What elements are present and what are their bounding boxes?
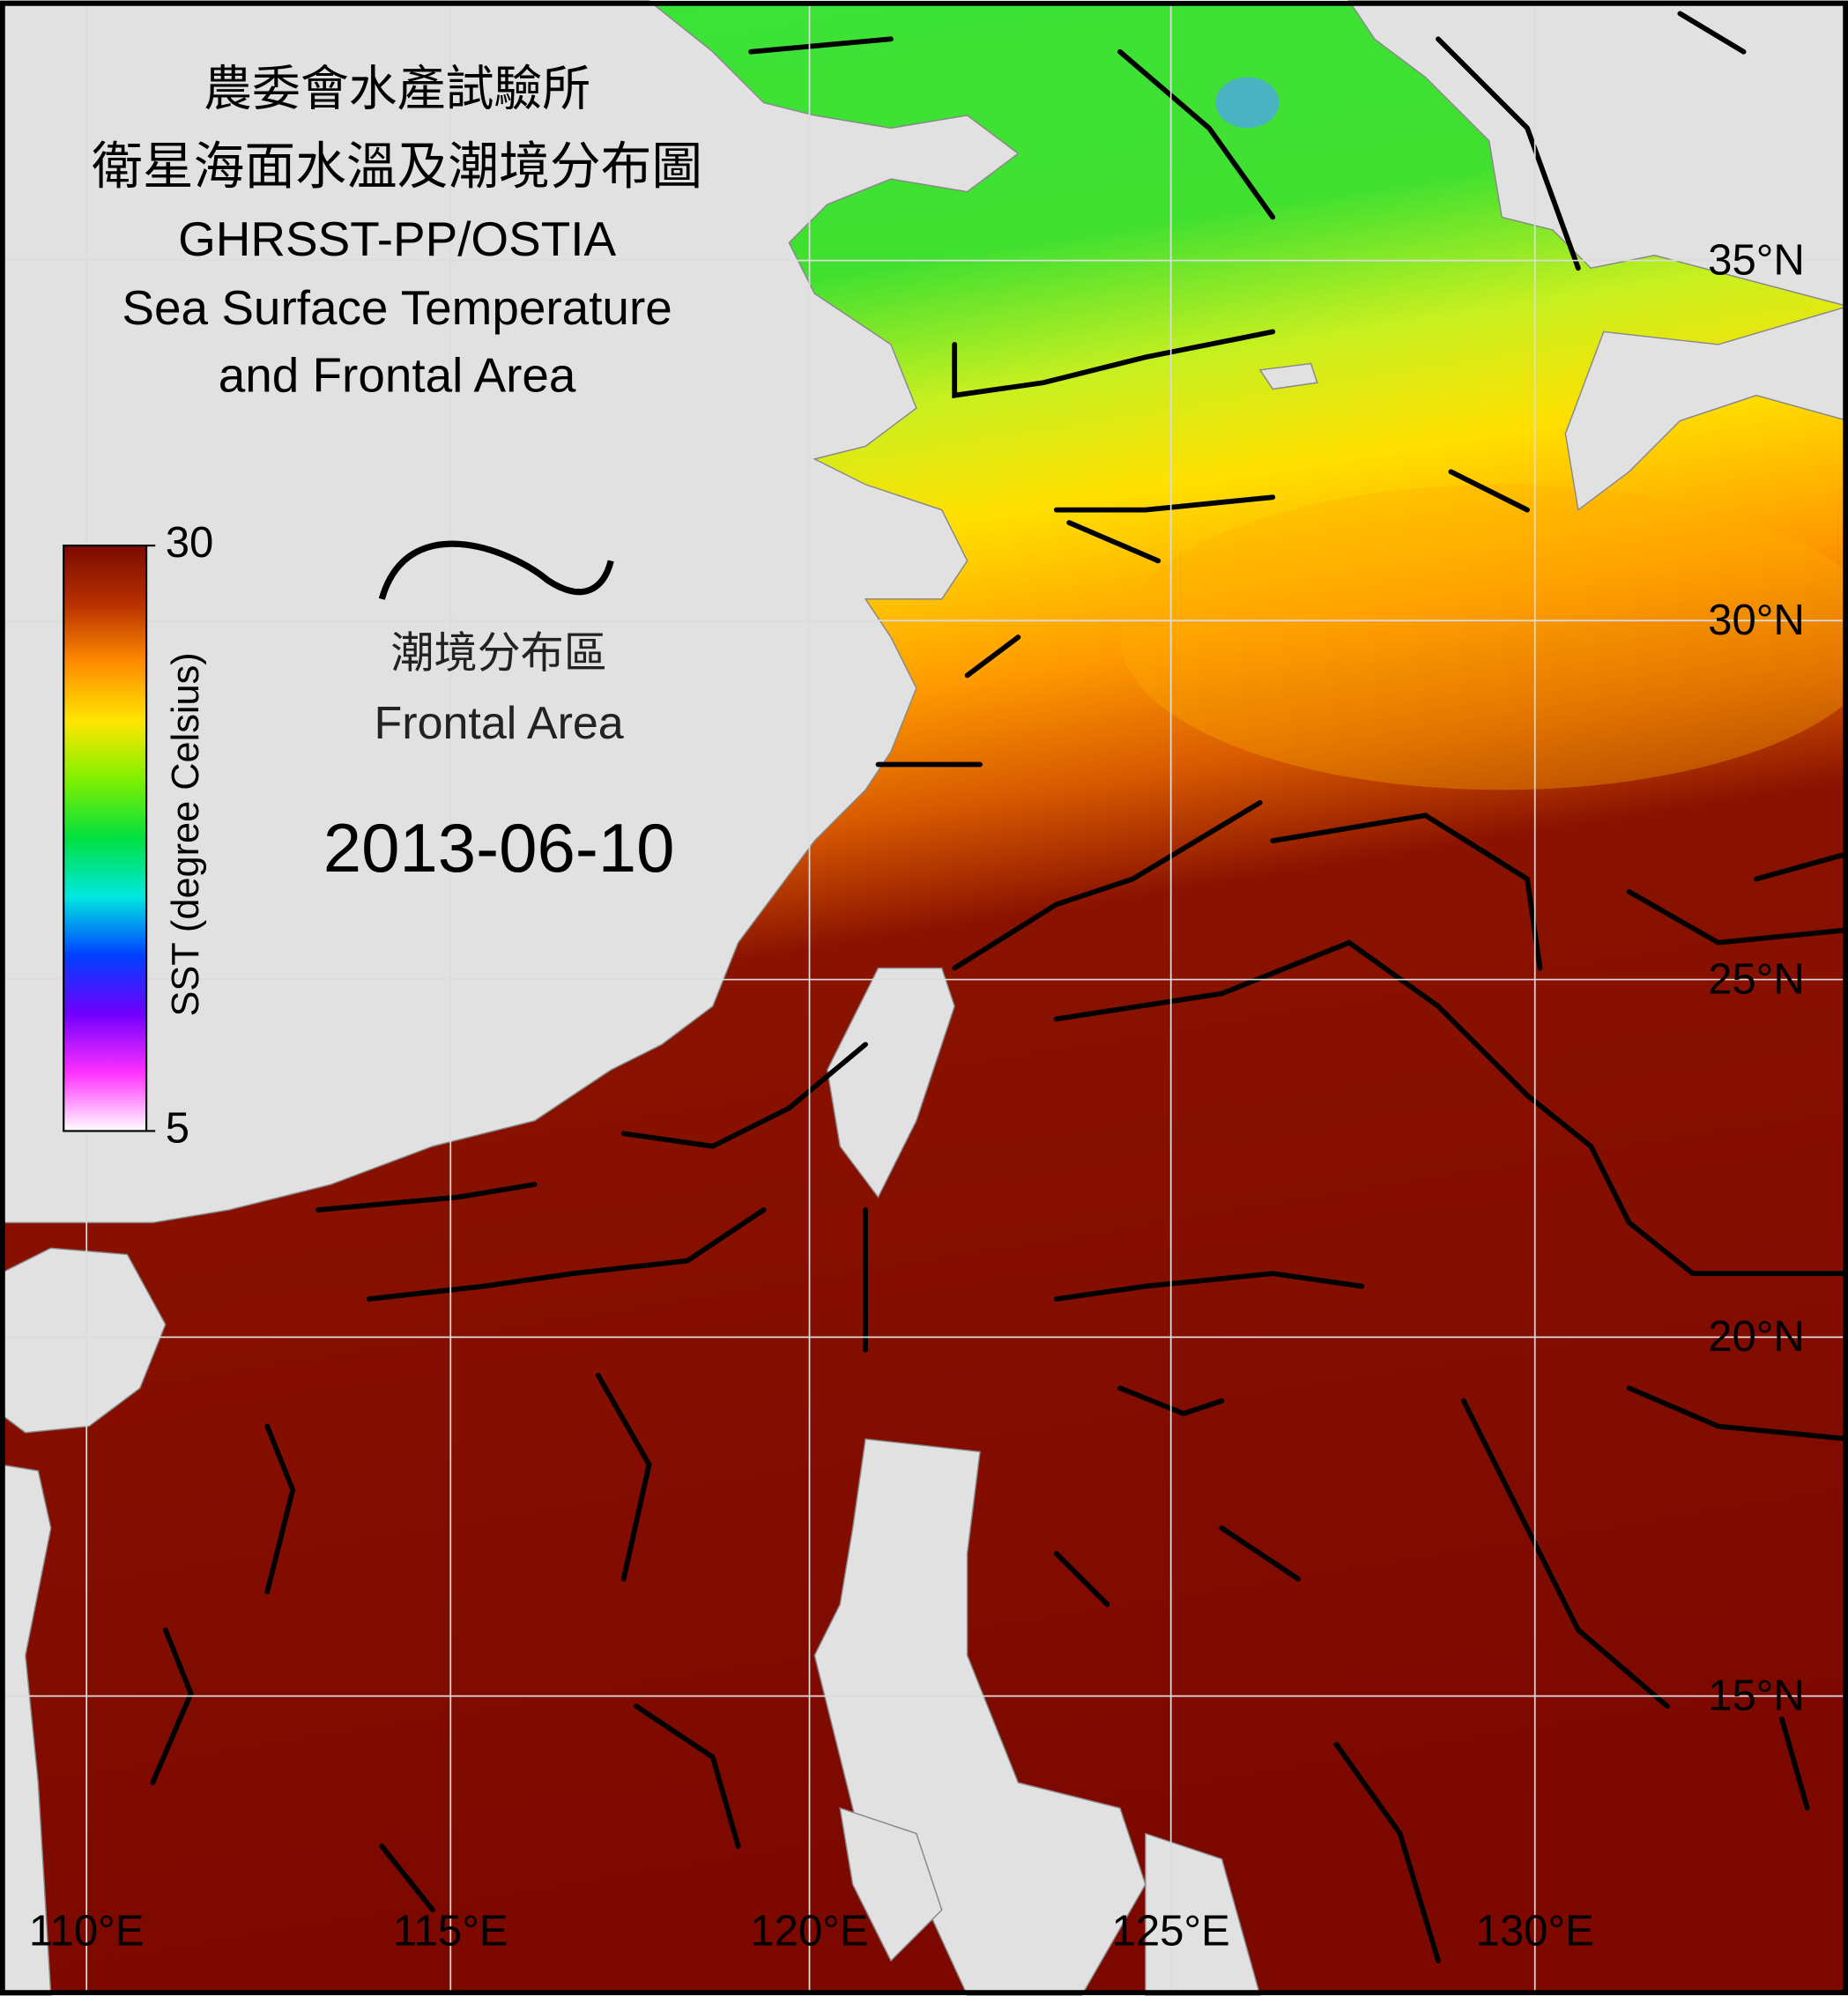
japan-land [1564, 305, 1848, 511]
longitude-label: 110°E [29, 1908, 145, 1955]
latitude-label: 20°N [1708, 1313, 1805, 1361]
warm-patch [1120, 484, 1848, 790]
frontal-lines [150, 11, 1848, 1963]
latitude-label: 15°N [1708, 1673, 1805, 1720]
latitude-label: 30°N [1708, 597, 1805, 644]
hainan-land [0, 1247, 167, 1434]
title-line: 衛星海面水溫及潮境分布圖 [92, 138, 702, 195]
legend-label-en: Frontal Area [375, 698, 624, 749]
frontal-legend-symbol [378, 540, 614, 600]
title-line: Sea Surface Temperature [122, 280, 672, 335]
date: 2013-06-10 [323, 809, 675, 887]
colorbar [63, 544, 148, 1132]
china-land [0, 0, 1020, 1224]
longitude-label: 115°E [393, 1908, 508, 1955]
latitude-label: 25°N [1708, 955, 1805, 1003]
title-line: and Frontal Area [219, 347, 576, 402]
latitude-label: 35°N [1708, 236, 1805, 284]
title-line: GHRSST-PP/OSTIA [178, 211, 616, 266]
colorbar-tick-label: 30 [166, 519, 214, 567]
longitude-label: 125°E [1112, 1908, 1230, 1955]
colorbar-tick-label: 5 [166, 1104, 189, 1152]
legend-label-zh: 潮境分布區 [390, 630, 606, 678]
taiwan-land [826, 967, 955, 1198]
annotations: 35°N 30°N 25°N 20°N 15°N 110°E 115°E 120°E 125°E… [29, 61, 1805, 1955]
cold-spot [1215, 77, 1280, 129]
longitude-label: 120°E [750, 1908, 868, 1955]
title-line: 農委會水產試驗所 [204, 61, 590, 115]
colorbar-axis-label: SST (degree Celsius) [165, 652, 207, 1016]
jeju-land [1258, 362, 1318, 390]
longitude-label: 130°E [1476, 1908, 1594, 1955]
